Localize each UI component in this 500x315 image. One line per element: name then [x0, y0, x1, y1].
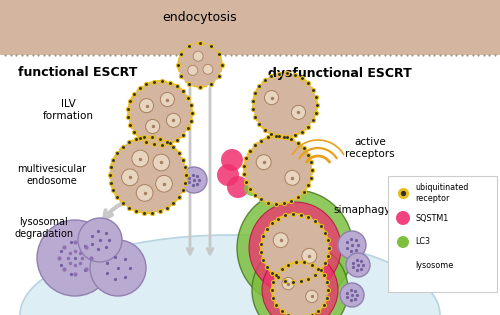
- Circle shape: [264, 91, 278, 105]
- Circle shape: [140, 99, 153, 113]
- Circle shape: [244, 136, 312, 204]
- Circle shape: [166, 113, 180, 127]
- Circle shape: [132, 150, 148, 167]
- Circle shape: [282, 278, 294, 290]
- Circle shape: [153, 154, 170, 171]
- Circle shape: [221, 149, 243, 171]
- Circle shape: [136, 185, 153, 201]
- Text: ubiquitinated
receptor: ubiquitinated receptor: [415, 183, 469, 203]
- Circle shape: [122, 169, 138, 186]
- Circle shape: [146, 119, 160, 134]
- Circle shape: [244, 180, 260, 196]
- FancyBboxPatch shape: [0, 0, 500, 55]
- Circle shape: [396, 211, 410, 225]
- Circle shape: [272, 262, 328, 315]
- Circle shape: [262, 252, 338, 315]
- FancyBboxPatch shape: [388, 176, 497, 292]
- Circle shape: [227, 176, 249, 198]
- Circle shape: [256, 155, 271, 170]
- Circle shape: [156, 175, 172, 192]
- Text: endocytosis: endocytosis: [162, 12, 238, 25]
- Circle shape: [306, 290, 318, 303]
- Circle shape: [249, 202, 341, 294]
- Text: functional ESCRT: functional ESCRT: [18, 66, 138, 79]
- Ellipse shape: [20, 235, 440, 315]
- Text: ILV
formation: ILV formation: [42, 99, 94, 121]
- Text: SQSTM1: SQSTM1: [415, 214, 448, 222]
- Circle shape: [292, 105, 306, 119]
- Circle shape: [217, 164, 239, 186]
- Circle shape: [285, 170, 300, 185]
- Circle shape: [128, 81, 192, 145]
- Circle shape: [90, 240, 146, 296]
- Circle shape: [261, 214, 329, 282]
- Text: multivesicular
endosome: multivesicular endosome: [18, 164, 86, 186]
- Circle shape: [273, 233, 288, 248]
- Circle shape: [252, 242, 348, 315]
- Circle shape: [237, 190, 353, 306]
- Circle shape: [178, 43, 222, 87]
- Circle shape: [395, 258, 411, 274]
- Text: LC3: LC3: [415, 238, 430, 247]
- Text: lysosomal
degradation: lysosomal degradation: [14, 217, 74, 239]
- Circle shape: [397, 236, 409, 248]
- Circle shape: [193, 51, 203, 61]
- Circle shape: [78, 218, 122, 262]
- Circle shape: [37, 220, 113, 296]
- Text: simaphagy: simaphagy: [334, 205, 390, 215]
- Circle shape: [338, 231, 366, 259]
- Text: active
receptors: active receptors: [345, 137, 395, 159]
- Circle shape: [346, 253, 370, 277]
- Circle shape: [110, 137, 186, 213]
- Text: dysfunctional ESCRT: dysfunctional ESCRT: [268, 66, 412, 79]
- Circle shape: [302, 248, 317, 263]
- Circle shape: [188, 66, 198, 75]
- Circle shape: [181, 167, 207, 193]
- Circle shape: [340, 283, 364, 307]
- Text: lysosome: lysosome: [415, 261, 453, 271]
- Circle shape: [253, 73, 317, 137]
- Circle shape: [160, 93, 174, 106]
- Circle shape: [203, 64, 213, 74]
